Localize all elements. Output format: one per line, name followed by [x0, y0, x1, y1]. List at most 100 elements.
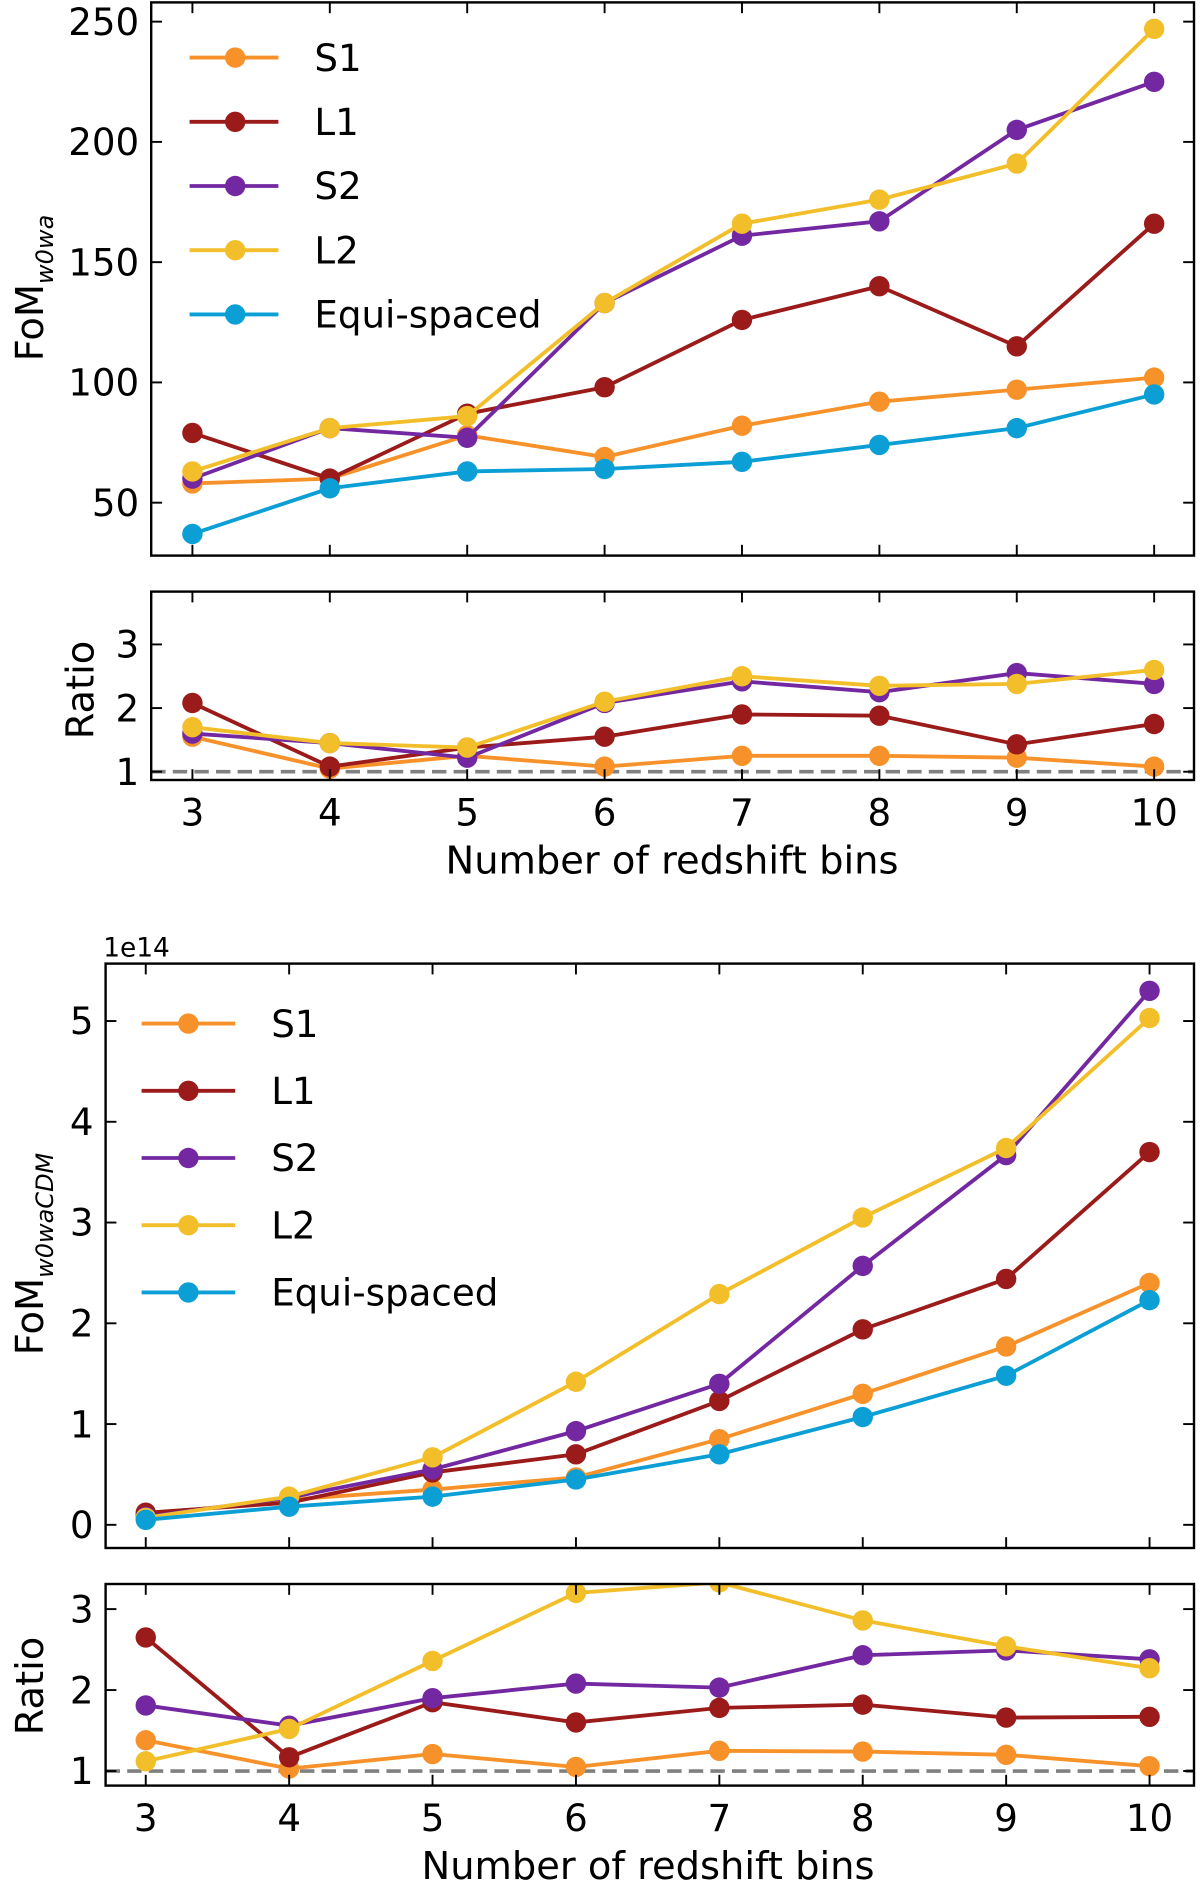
x-tick-label: 8 [868, 791, 892, 835]
legend-marker [225, 47, 246, 68]
legend-marker [225, 240, 246, 261]
series-equi-spaced [135, 1289, 1160, 1530]
y-axis-label-main: FoM [8, 284, 53, 361]
data-point [1143, 673, 1165, 695]
x-tick-label: 3 [181, 791, 205, 835]
data-point [709, 1444, 730, 1465]
data-point [182, 422, 203, 444]
axes-frame [150, 1, 1196, 557]
data-point [731, 666, 753, 687]
data-point [869, 745, 890, 767]
data-point [1139, 980, 1160, 1002]
data-point [457, 461, 478, 482]
legend: S1 L1 S2 L2 Equi-spaced [141, 1002, 498, 1315]
y-axis-label: FoMw0wa [8, 215, 59, 362]
legend-label: S2 [314, 164, 361, 208]
x-tick-label: 5 [455, 791, 479, 835]
data-point [135, 1627, 156, 1648]
data-point [852, 1645, 873, 1666]
data-point [278, 1747, 300, 1768]
y-axis-label-subscript: w0waCDM [31, 1152, 59, 1277]
legend-item-equi-spaced: Equi-spaced [189, 293, 542, 337]
series-line [144, 1635, 1150, 1760]
y-tick-label: 250 [68, 0, 139, 44]
y-tick-label: 1 [70, 1749, 94, 1793]
data-point [852, 1610, 873, 1631]
legend-label: L1 [271, 1069, 315, 1113]
data-point [422, 1743, 443, 1765]
data-point [1006, 734, 1027, 755]
data-point [709, 1740, 730, 1761]
data-point [1006, 119, 1027, 141]
data-point [995, 1636, 1017, 1657]
series-line [191, 701, 1155, 769]
data-point [565, 1673, 587, 1694]
x-tick-label: 6 [593, 791, 617, 835]
x-tick-label: 5 [421, 1796, 445, 1840]
data-point [1143, 384, 1165, 405]
data-point [565, 1371, 587, 1392]
series-line [191, 27, 1156, 474]
axes-frame [104, 1582, 1196, 1787]
y-axis-label-subscript: w0wa [31, 215, 59, 284]
data-point [457, 427, 478, 448]
panel-4: 3 4 5 6 7 8 9 10 1 2 3 Ratio Number of redshift bins [8, 1582, 1196, 1888]
data-point [709, 1373, 730, 1394]
y-tick-label: 50 [92, 481, 139, 525]
y-axis-label: Ratio [59, 641, 104, 740]
series-line [145, 1738, 1150, 1771]
data-point [1139, 1706, 1160, 1727]
series-l2 [182, 18, 1165, 482]
series-s2 [135, 980, 1160, 1527]
axes-frame [150, 590, 1196, 782]
data-point [135, 1509, 156, 1530]
x-tick-label: 7 [730, 791, 754, 835]
legend-item-s2: S2 [189, 164, 362, 208]
series-group [135, 980, 1160, 1530]
data-point [182, 523, 203, 545]
data-point [1143, 713, 1165, 735]
y-tick-label: 2 [116, 686, 140, 730]
data-point [731, 415, 753, 436]
data-point [1139, 1289, 1160, 1311]
data-point [995, 1707, 1017, 1728]
data-point [1143, 659, 1165, 681]
data-point [422, 1687, 443, 1709]
data-point [731, 704, 753, 725]
data-point [135, 1751, 156, 1772]
series-line [145, 989, 1151, 1519]
legend-marker [178, 1080, 199, 1101]
legend-marker [225, 111, 246, 132]
series-line [191, 734, 1155, 771]
x-tick-label: 9 [1005, 791, 1029, 835]
data-point [1006, 379, 1027, 400]
legend-item-l1: L1 [189, 100, 359, 144]
data-point [565, 1444, 587, 1465]
data-point [1143, 367, 1165, 388]
data-point [594, 756, 615, 777]
series-l2 [182, 659, 1165, 758]
legend-label: L1 [314, 100, 358, 144]
data-point [852, 1383, 873, 1405]
legend-marker [178, 1282, 199, 1303]
y-tick-label: 2 [70, 1668, 94, 1712]
data-point [731, 309, 753, 331]
data-point [869, 675, 890, 696]
legend-item-s2: S2 [141, 1136, 318, 1180]
data-point [1143, 756, 1165, 777]
series-line [192, 667, 1155, 750]
y-axis-label-main: Ratio [59, 641, 104, 740]
y-axis-label: Ratio [8, 1637, 53, 1736]
data-point [594, 726, 615, 747]
data-point [869, 705, 890, 726]
x-tick-label: 8 [851, 1796, 875, 1840]
data-point [319, 417, 341, 439]
data-point [852, 1741, 873, 1762]
data-point [594, 458, 615, 480]
data-point [594, 691, 615, 712]
data-point [278, 1496, 300, 1517]
data-point [869, 434, 890, 456]
x-tick-label: 4 [318, 791, 342, 835]
y-tick-label: 4 [70, 1100, 94, 1144]
